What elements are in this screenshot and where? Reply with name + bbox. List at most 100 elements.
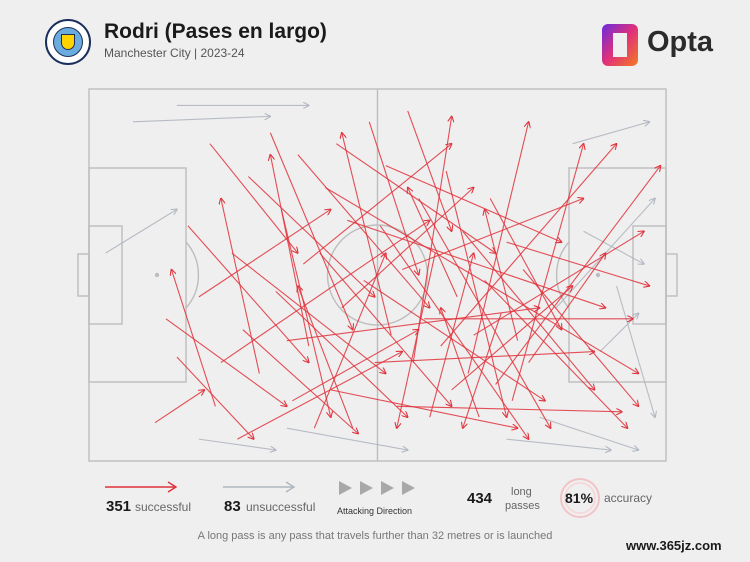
- successful-pass-arrow: [485, 209, 519, 341]
- attacking-direction-label: Attacking Direction: [337, 506, 413, 516]
- unsuccessful-arrow-icon: [223, 481, 296, 493]
- successful-pass-arrow: [280, 209, 330, 417]
- successful-pass-arrow: [407, 110, 452, 231]
- successful-pass-arrow: [209, 143, 298, 253]
- accuracy-value: 81%: [565, 490, 594, 506]
- successful-count: 351: [106, 498, 132, 515]
- successful-pass-arrow: [231, 252, 386, 373]
- successful-pass-arrow: [302, 144, 451, 265]
- unsuccessful-pass-arrow: [286, 427, 408, 450]
- successful-pass-arrow: [220, 220, 430, 363]
- unsuccessful-pass-arrow: [572, 122, 650, 145]
- unsuccessful-pass-arrow: [506, 438, 611, 450]
- successful-pass-arrow: [489, 198, 561, 329]
- successful-pass-arrow: [363, 280, 545, 400]
- successful-pass-arrow: [495, 166, 661, 385]
- opta-logo-icon: [602, 24, 638, 66]
- successful-pass-arrow: [171, 270, 216, 407]
- unsuccessful-pass-arrow: [132, 116, 270, 123]
- successful-pass-arrow: [368, 121, 418, 275]
- successful-pass-arrow: [298, 286, 354, 429]
- successful-pass-arrow: [325, 186, 638, 373]
- successful-pass-arrow: [396, 405, 622, 411]
- successful-pass-arrow: [462, 230, 595, 390]
- successful-pass-arrow: [297, 154, 430, 308]
- center-circle: [326, 224, 429, 326]
- successful-pass-arrow: [347, 219, 605, 308]
- left-six-yard-box: [88, 225, 123, 325]
- successful-pass-arrow: [165, 318, 287, 407]
- successful-label: successful: [135, 500, 192, 514]
- successful-pass-arrow: [429, 253, 474, 418]
- successful-pass-arrow: [275, 291, 408, 417]
- successful-pass-arrow: [176, 356, 254, 439]
- left-penalty-arc: [185, 241, 200, 309]
- successful-pass-arrow: [402, 198, 583, 271]
- unsuccessful-pass-arrow: [539, 416, 639, 450]
- right-penalty-arc: [555, 241, 570, 309]
- successful-pass-arrow: [522, 269, 638, 407]
- successful-pass-arrow: [506, 241, 650, 286]
- successful-pass-arrow: [511, 144, 583, 401]
- accuracy-ring-icon: [560, 478, 600, 518]
- successful-arrow-icon: [105, 481, 178, 493]
- successful-pass-arrow: [286, 308, 540, 342]
- opta-logo: Opta: [600, 22, 722, 68]
- successful-pass-arrow: [330, 389, 518, 428]
- header: Rodri (Pases en largo) Manchester City |…: [0, 0, 750, 80]
- left-goal: [77, 253, 90, 297]
- successful-pass-arrow: [418, 198, 551, 428]
- right-penalty-spot: [595, 272, 601, 278]
- long-passes-label-1: long: [511, 486, 532, 498]
- successful-pass-arrow: [313, 253, 385, 429]
- unsuccessful-pass-arrow: [198, 438, 276, 450]
- successful-pass-arrow: [528, 253, 606, 363]
- successful-pass-arrow: [445, 170, 506, 417]
- right-six-yard-box: [632, 225, 667, 325]
- watermark: www.365jz.com: [626, 538, 722, 553]
- successful-pass-arrow: [440, 144, 617, 347]
- successful-pass-arrow: [473, 231, 644, 336]
- unsuccessful-pass-arrow: [616, 285, 655, 417]
- long-passes-count: 434: [467, 490, 493, 507]
- crest-shield: [61, 34, 75, 50]
- successful-passes: [154, 110, 661, 440]
- successful-pass-arrow: [341, 187, 474, 309]
- footnote: A long pass is any pass that travels fur…: [197, 530, 553, 542]
- successful-pass-arrow: [335, 143, 495, 253]
- successful-pass-arrow: [237, 352, 402, 440]
- successful-pass-arrow: [221, 198, 260, 374]
- left-penalty-spot: [154, 272, 160, 278]
- successful-pass-arrow: [269, 132, 352, 330]
- page-subtitle: Manchester City | 2023-24: [104, 46, 245, 60]
- successful-pass-arrow: [408, 187, 458, 298]
- successful-pass-arrow: [451, 286, 573, 391]
- successful-pass-arrow: [154, 390, 204, 424]
- successful-pass-arrow: [397, 252, 436, 428]
- successful-pass-arrow: [292, 330, 418, 402]
- unsuccessful-label: unsuccessful: [246, 500, 316, 514]
- unsuccessful-count: 83: [224, 498, 241, 515]
- attacking-direction-icon: [339, 481, 415, 495]
- accuracy-label: accuracy: [604, 491, 653, 505]
- right-penalty-box: [568, 167, 667, 383]
- successful-pass-arrow: [242, 329, 358, 434]
- pitch-chart: [77, 88, 678, 462]
- successful-pass-arrow: [467, 122, 528, 374]
- successful-pass-arrow: [463, 313, 502, 428]
- legend: 351 successful 83 unsuccessful Attacking…: [0, 470, 750, 530]
- page-title: Rodri (Pases en largo): [104, 20, 327, 43]
- opta-brand-text: Opta: [647, 26, 714, 58]
- successful-pass-arrow: [270, 155, 310, 347]
- unsuccessful-pass-arrow: [583, 230, 644, 264]
- successful-pass-arrow: [198, 209, 331, 298]
- right-goal: [665, 253, 678, 297]
- successful-pass-arrow: [247, 176, 374, 297]
- unsuccessful-pass-arrow: [105, 209, 176, 254]
- successful-pass-arrow: [187, 225, 309, 363]
- successful-pass-arrow: [319, 252, 452, 406]
- manchester-city-crest-icon: [45, 19, 91, 65]
- long-passes-label-2: passes: [505, 500, 540, 512]
- left-penalty-box: [88, 167, 187, 383]
- successful-pass-arrow: [379, 225, 528, 439]
